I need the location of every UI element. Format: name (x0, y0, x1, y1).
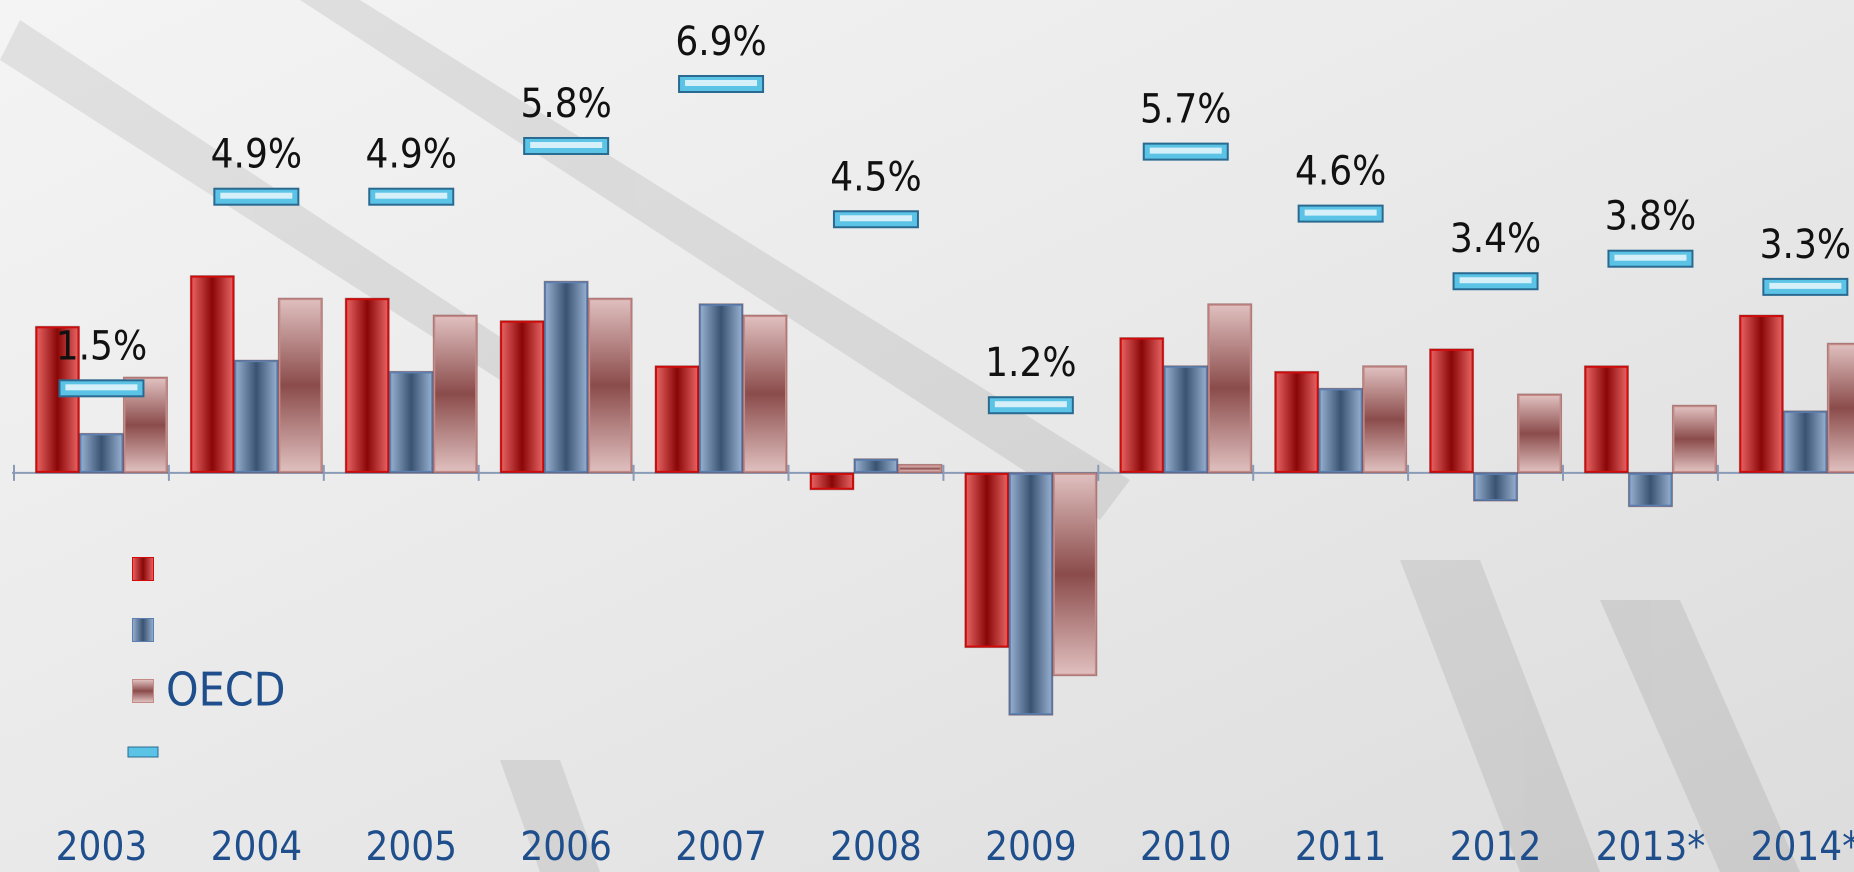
bar-sheen (1586, 367, 1627, 471)
x-tick-label: 2010 (1140, 824, 1232, 870)
plot: 2003 2004 2005 2006 2007 2008 2009 2010 2011 2012… (12, 19, 1854, 870)
marker-sheen (839, 215, 912, 222)
bar-sheen (745, 317, 786, 471)
marker-sheen (530, 141, 603, 148)
bar-sheen (1741, 317, 1782, 471)
bar-sheen (1785, 412, 1826, 471)
marker-sheen (375, 192, 448, 199)
bar-sheen (966, 474, 1007, 646)
bar-sheen (347, 300, 388, 471)
marker-sheen (1304, 209, 1377, 216)
x-tick-label: 2005 (365, 824, 457, 870)
bar-sheen (236, 362, 277, 471)
value-label: 4.9% (366, 132, 457, 178)
value-label: 4.6% (1295, 149, 1386, 195)
x-tick-label: 2013* (1596, 824, 1706, 870)
bar-sheen (1276, 373, 1317, 471)
bar-sheen (1320, 390, 1361, 471)
bar-sheen (546, 283, 587, 471)
marker-sheen (994, 401, 1067, 408)
value-label: 1.2% (985, 340, 1076, 386)
x-tick-label: 2008 (830, 824, 922, 870)
legend-label: OECD (166, 663, 286, 717)
x-tick-label: 2007 (675, 824, 767, 870)
legend-swatch-sheen (133, 680, 153, 702)
bar-sheen (1829, 345, 1854, 471)
bar-sheen (1674, 407, 1715, 471)
x-tick-label: 2014* (1751, 824, 1854, 870)
marker-sheen (220, 192, 293, 199)
bar-sheen (1519, 395, 1560, 471)
marker-sheen (1769, 282, 1842, 289)
bar-sheen (1431, 350, 1472, 471)
marker-sheen (65, 384, 138, 391)
value-label: 4.5% (830, 154, 921, 200)
legend-swatch-sheen (133, 619, 153, 641)
bar-sheen (1630, 474, 1671, 505)
bar-sheen (1054, 474, 1095, 674)
bar-sheen (701, 305, 742, 471)
x-tick-label: 2004 (211, 824, 303, 870)
bar-sheen (1475, 474, 1516, 500)
value-label: 6.9% (675, 19, 766, 65)
bar-sheen (1364, 367, 1405, 471)
marker-sheen (1614, 254, 1687, 261)
x-tick-label: 2012 (1450, 824, 1542, 870)
marker-sheen (1459, 277, 1532, 284)
x-tick-label: 2009 (985, 824, 1077, 870)
bar-sheen (590, 300, 631, 471)
x-tick-label: 2006 (520, 824, 612, 870)
bar-sheen (1010, 474, 1051, 714)
bar-sheen (37, 328, 78, 471)
bar-sheen (391, 373, 432, 471)
bar-sheen (1165, 367, 1206, 471)
bar-sheen (899, 466, 940, 471)
value-label: 3.3% (1760, 222, 1851, 268)
value-label: 3.4% (1450, 216, 1541, 262)
value-label: 3.8% (1605, 194, 1696, 240)
bar-sheen (855, 460, 896, 471)
legend-swatch (127, 746, 159, 758)
x-tick-label: 2011 (1295, 824, 1387, 870)
bar-sheen (192, 277, 233, 471)
value-label: 4.9% (211, 132, 302, 178)
bar-sheen (502, 322, 543, 471)
bar-sheen (811, 474, 852, 488)
bar-sheen (1121, 339, 1162, 471)
value-label: 5.8% (520, 81, 611, 127)
bar-sheen (435, 317, 476, 471)
x-tick-label: 2003 (56, 824, 148, 870)
bar-sheen (657, 367, 698, 471)
legend-swatch-sheen (133, 558, 153, 580)
value-label: 5.7% (1140, 87, 1231, 133)
bar-sheen (280, 300, 321, 471)
marker-sheen (1149, 147, 1222, 154)
marker-sheen (685, 79, 758, 86)
bar-sheen (81, 435, 122, 471)
value-label: 1.5% (56, 323, 147, 369)
bar-sheen (1209, 305, 1250, 471)
